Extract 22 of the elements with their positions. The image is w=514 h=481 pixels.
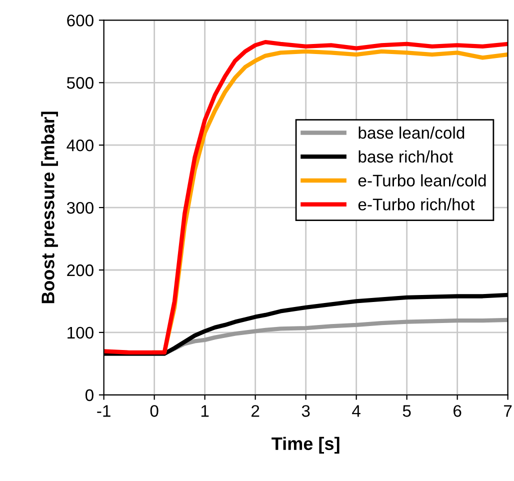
x-axis-title: Time [s] <box>272 436 340 454</box>
y-tick-label: 500 <box>66 77 94 89</box>
x-tick-label: 1 <box>201 405 209 417</box>
y-tick-label: 200 <box>67 264 94 276</box>
x-tick-label: 2 <box>252 405 260 417</box>
legend-label: base rich/hot <box>358 150 454 163</box>
x-tick-label: 7 <box>504 405 512 417</box>
x-tick-label: 5 <box>402 405 411 417</box>
y-tick-label: 300 <box>66 202 94 214</box>
x-tick-label: 6 <box>454 405 462 417</box>
x-tick-label: -1 <box>97 405 110 417</box>
y-axis-title: Boost pressure [mbar] <box>41 112 58 304</box>
legend-label: e-Turbo lean/cold <box>358 174 486 186</box>
x-tick-label: 0 <box>150 405 158 417</box>
legend-label: e-Turbo rich/hot <box>358 198 475 210</box>
y-tick-label: 0 <box>85 389 94 402</box>
y-tick-label: 600 <box>67 14 94 26</box>
y-tick-label: 400 <box>66 140 94 152</box>
legend-label: base lean/cold <box>358 126 464 139</box>
x-tick-label: 4 <box>352 405 360 417</box>
y-tick-label: 100 <box>68 326 94 339</box>
x-tick-label: 3 <box>302 405 310 417</box>
